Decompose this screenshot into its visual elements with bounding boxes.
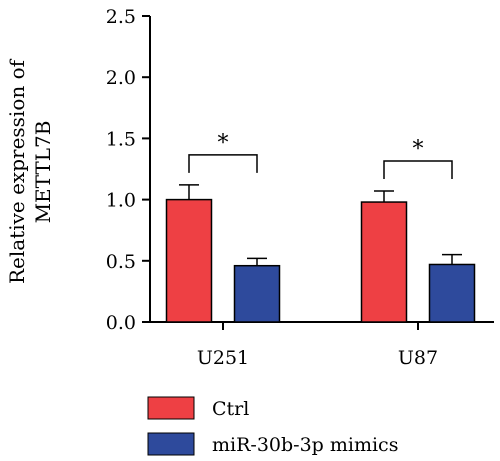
bar (233, 264, 281, 323)
y-tick-label: 1.0 (106, 190, 136, 212)
significance-bracket (188, 154, 258, 173)
legend-swatch (147, 396, 195, 420)
y-tick-label: 0.5 (106, 251, 136, 273)
y-tick-label: 2.5 (106, 6, 136, 28)
legend-label: miR-30b-3p mimics (212, 434, 398, 456)
significance-asterisk: * (413, 137, 424, 162)
y-tick-label: 2.0 (106, 67, 136, 89)
x-tick-label: U87 (398, 347, 438, 369)
bar (360, 201, 408, 323)
x-axis: U251 U87 (150, 321, 494, 369)
legend-swatch (147, 432, 195, 456)
bars (165, 184, 476, 323)
legend-label: Ctrl (212, 398, 249, 420)
x-tick-label: U251 (197, 347, 249, 369)
y-axis-title-line-2: METTL7B (31, 121, 55, 224)
y-tick-label: 1.5 (106, 128, 136, 150)
y-axis-title-line-1: Relative expression of (5, 58, 29, 284)
y-tick-label: 0.0 (106, 312, 136, 334)
bar (428, 263, 476, 323)
y-axis-title: Relative expression of METTL7B (5, 58, 55, 284)
y-axis: 0.0 0.5 1.0 1.5 2.0 2.5 (106, 6, 151, 334)
significance-asterisk: * (218, 131, 229, 156)
significance-bracket (383, 160, 453, 180)
legend: Ctrl miR-30b-3p mimics (147, 396, 398, 456)
significance-markers: * * (188, 131, 453, 180)
bar (165, 198, 213, 323)
